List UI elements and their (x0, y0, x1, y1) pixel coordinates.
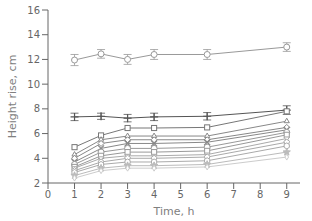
svg-text:4: 4 (151, 189, 157, 200)
svg-text:4: 4 (34, 153, 40, 164)
svg-text:1: 1 (71, 189, 77, 200)
svg-text:0: 0 (45, 189, 51, 200)
svg-text:8: 8 (34, 103, 40, 114)
svg-text:3: 3 (124, 189, 130, 200)
svg-text:5: 5 (177, 189, 183, 200)
svg-text:Time, h: Time, h (153, 205, 195, 218)
svg-text:9: 9 (284, 189, 290, 200)
svg-text:6: 6 (204, 189, 210, 200)
svg-text:14: 14 (27, 29, 40, 40)
svg-text:Height rise, cm: Height rise, cm (8, 55, 19, 139)
svg-text:2: 2 (98, 189, 104, 200)
svg-text:8: 8 (257, 189, 263, 200)
svg-text:16: 16 (27, 5, 40, 16)
svg-text:7: 7 (230, 189, 236, 200)
svg-text:2: 2 (34, 178, 40, 189)
svg-text:10: 10 (27, 79, 40, 90)
svg-text:6: 6 (34, 128, 40, 139)
svg-text:12: 12 (27, 54, 40, 65)
